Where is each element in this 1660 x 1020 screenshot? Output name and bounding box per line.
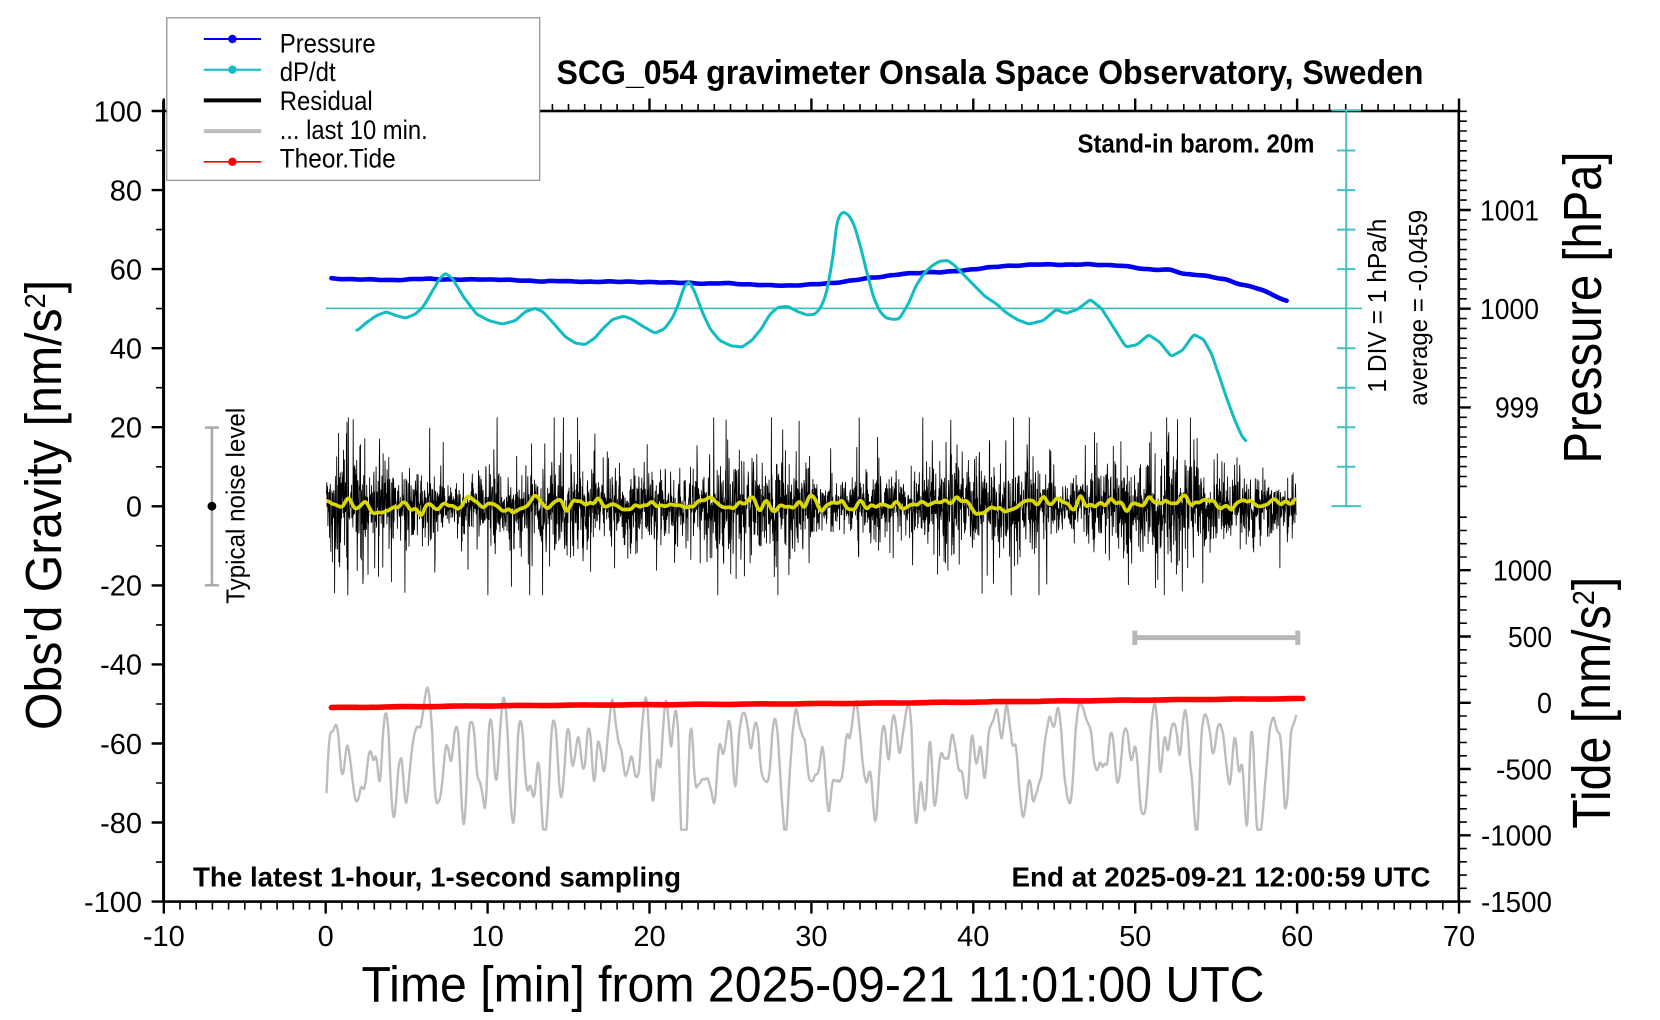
svg-text:-20: -20 [100,571,142,603]
svg-text:End at 2025-09-21 12:00:59 UTC: End at 2025-09-21 12:00:59 UTC [1012,861,1431,892]
svg-text:-500: -500 [1496,754,1552,786]
svg-text:Typical noise level: Typical noise level [220,408,250,604]
svg-text:Residual: Residual [280,86,373,116]
svg-text:70: 70 [1443,921,1475,953]
svg-text:20: 20 [633,921,665,953]
svg-text:60: 60 [1281,921,1313,953]
svg-text:SCG_054 gravimeter Onsala Spac: SCG_054 gravimeter Onsala Space Observat… [557,54,1424,92]
svg-text:Obs'd Gravity [nm/s2]: Obs'd Gravity [nm/s2] [15,280,72,730]
svg-text:100: 100 [94,96,142,128]
svg-text:dP/dt: dP/dt [280,57,337,87]
svg-text:-10: -10 [143,921,185,953]
svg-text:0: 0 [1537,688,1552,720]
svg-text:The latest 1-hour, 1-second sa: The latest 1-hour, 1-second sampling [193,861,681,892]
svg-text:30: 30 [795,921,827,953]
svg-text:average = -0.0459: average = -0.0459 [1403,210,1433,406]
svg-text:40: 40 [110,333,142,365]
svg-text:999: 999 [1495,393,1539,425]
svg-text:20: 20 [110,413,142,445]
svg-text:1 DIV = 1 hPa/h: 1 DIV = 1 hPa/h [1362,219,1392,393]
svg-text:10: 10 [471,921,503,953]
svg-text:-80: -80 [100,808,142,840]
svg-text:-1000: -1000 [1481,821,1552,853]
svg-text:60: 60 [110,254,142,286]
svg-text:-60: -60 [100,729,142,761]
svg-text:-40: -40 [100,650,142,682]
svg-text:Theor.Tide: Theor.Tide [280,144,396,174]
svg-text:Pressure: Pressure [280,28,376,58]
svg-text:Time [min] from 2025-09-21 11:: Time [min] from 2025-09-21 11:01:00 UTC [362,956,1265,1012]
svg-text:80: 80 [110,175,142,207]
svg-text:0: 0 [126,492,142,524]
svg-text:1000: 1000 [1480,294,1539,326]
svg-text:0: 0 [318,921,334,953]
svg-text:1000: 1000 [1493,556,1552,588]
svg-text:Pressure [hPa]: Pressure [hPa] [1553,152,1613,464]
svg-text:500: 500 [1508,622,1552,654]
svg-text:-100: -100 [84,887,142,919]
svg-text:-1500: -1500 [1481,887,1552,919]
svg-text:Stand-in barom. 20m: Stand-in barom. 20m [1078,130,1315,158]
svg-text:50: 50 [1119,921,1151,953]
svg-text:1001: 1001 [1480,195,1539,227]
svg-text:... last 10 min.: ... last 10 min. [280,115,428,145]
svg-text:40: 40 [957,921,989,953]
svg-text:Tide [nm/s2]: Tide [nm/s2] [1562,577,1622,829]
